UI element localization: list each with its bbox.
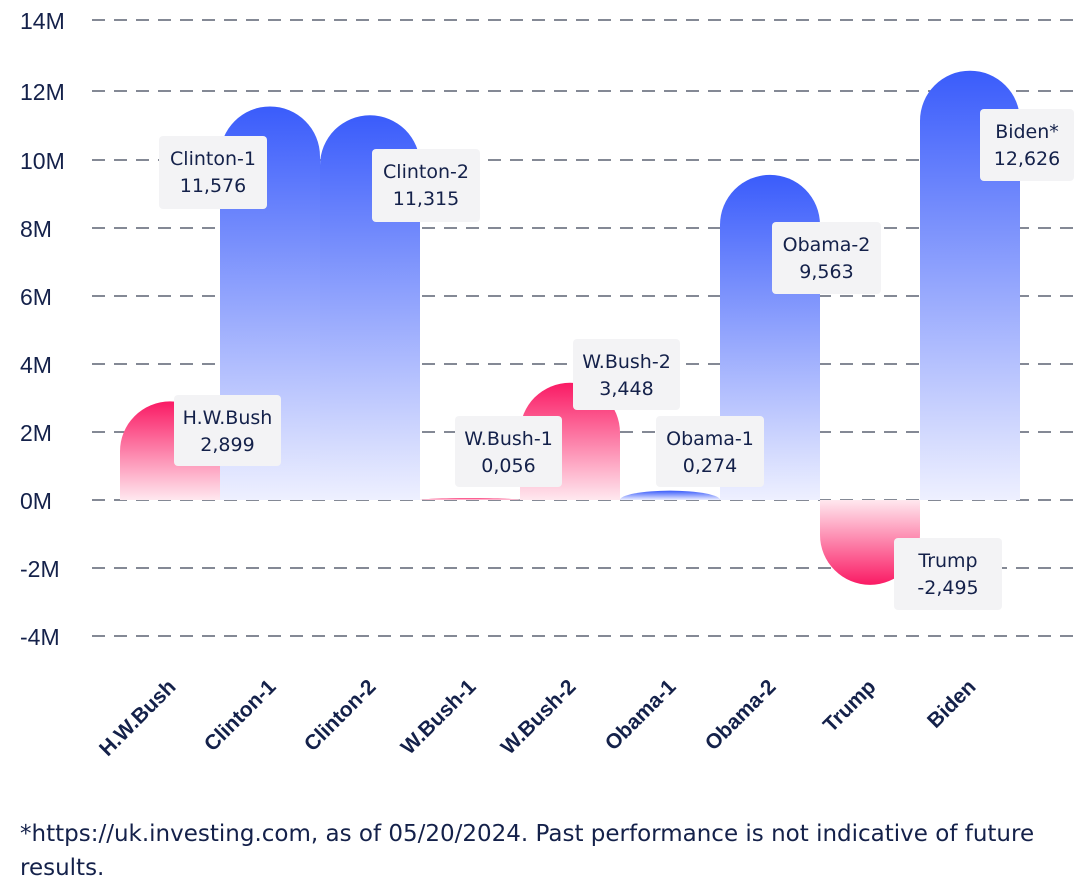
x-tick-label: Obama-1 — [601, 675, 681, 755]
y-tick-label: -2M — [20, 556, 60, 582]
data-label-box — [894, 538, 1002, 610]
data-label-box — [573, 339, 680, 410]
data-labels: H.W.Bush 2,899 Clinton-1 11,576 Clinton-2 11,… — [159, 109, 1074, 610]
y-axis-tick-labels: 14M 12M 10M 8M 6M 4M 2M 0M -2M -4M — [20, 8, 65, 650]
x-tick-label: Clinton-2 — [300, 675, 381, 756]
data-label-value: 2,899 — [200, 434, 254, 456]
bar-obama-1 — [620, 490, 720, 500]
data-label-obama-1: Obama-1 0,274 — [656, 416, 764, 487]
data-label-name: Clinton-1 — [170, 148, 256, 170]
data-label-value: -2,495 — [917, 577, 978, 599]
data-label-value: 9,563 — [799, 261, 853, 283]
data-label-w-bush-2: W.Bush-2 3,448 — [573, 339, 680, 410]
data-label-name: Clinton-2 — [383, 161, 469, 183]
data-label-trump: Trump -2,495 — [894, 538, 1002, 610]
data-label-biden: Biden* 12,626 — [980, 109, 1074, 181]
data-label-clinton-1: Clinton-1 11,576 — [159, 136, 267, 209]
y-tick-label: 8M — [20, 216, 52, 242]
y-tick-label: 12M — [20, 79, 65, 105]
x-tick-label: Obama-2 — [701, 675, 781, 755]
data-label-box — [159, 136, 267, 209]
x-tick-label: Biden — [923, 675, 981, 733]
bar-chart: 14M 12M 10M 8M 6M 4M 2M 0M -2M -4M H.W.Bush 2,899 C… — [20, 8, 1082, 761]
y-tick-label: 6M — [20, 284, 52, 310]
data-label-value: 11,576 — [180, 175, 246, 197]
data-label-value: 12,626 — [994, 148, 1060, 170]
data-label-obama-2: Obama-2 9,563 — [772, 222, 881, 294]
data-label-box — [455, 416, 562, 487]
data-label-box — [174, 395, 281, 466]
x-tick-label: Clinton-1 — [200, 675, 281, 756]
data-label-name: W.Bush-2 — [582, 351, 671, 373]
data-label-name: Biden* — [995, 121, 1059, 143]
bar-w-bush-1 — [420, 498, 520, 500]
x-tick-label: Trump — [819, 675, 881, 737]
data-label-value: 3,448 — [599, 378, 653, 400]
footnote: *https://uk.investing.com, as of 05/20/2… — [20, 821, 1035, 881]
x-tick-label: W.Bush-2 — [497, 675, 581, 759]
data-label-box — [772, 222, 881, 294]
x-axis-tick-labels: H.W.Bush Clinton-1 Clinton-2 W.Bush-1 W.Bush… — [95, 675, 981, 761]
data-label-clinton-2: Clinton-2 11,315 — [372, 149, 480, 222]
y-tick-label: 0M — [20, 488, 52, 514]
y-tick-label: 14M — [20, 8, 65, 34]
y-tick-label: 2M — [20, 420, 52, 446]
x-tick-label: H.W.Bush — [95, 675, 181, 761]
x-tick-label: W.Bush-1 — [397, 675, 481, 759]
data-label-w-bush-1: W.Bush-1 0,056 — [455, 416, 562, 487]
data-label-name: W.Bush-1 — [464, 428, 553, 450]
data-label-name: Obama-2 — [783, 234, 871, 256]
data-label-value: 11,315 — [393, 188, 459, 210]
data-label-name: Trump — [917, 550, 977, 572]
data-label-h-w-bush: H.W.Bush 2,899 — [174, 395, 281, 466]
y-tick-label: 4M — [20, 352, 52, 378]
data-label-value: 0,056 — [481, 455, 535, 477]
data-label-value: 0,274 — [683, 455, 737, 477]
data-label-box — [372, 149, 480, 222]
data-label-box — [980, 109, 1074, 181]
y-tick-label: -4M — [20, 624, 60, 650]
data-label-box — [656, 416, 764, 487]
data-label-name: Obama-1 — [666, 428, 754, 450]
y-tick-label: 10M — [20, 148, 65, 174]
data-label-name: H.W.Bush — [183, 407, 273, 429]
